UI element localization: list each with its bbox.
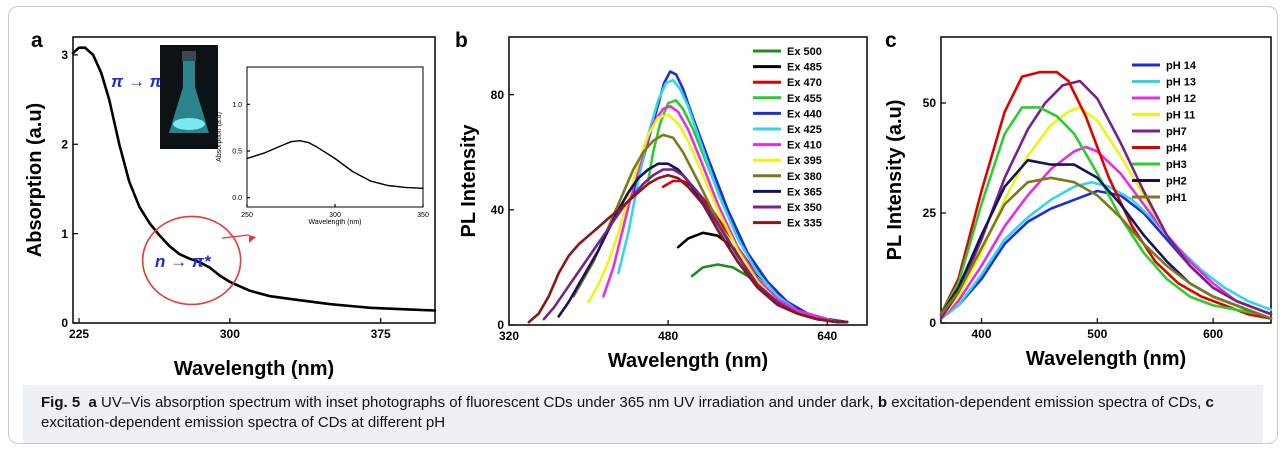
c-series-line-ph7: [939, 79, 1273, 320]
c-legend-label: pH 11: [1166, 110, 1195, 122]
c-legend-label: pH2: [1166, 176, 1187, 188]
c-series-line-ph1: [939, 176, 1273, 320]
inset-y-tick-label: 0.5: [232, 148, 242, 155]
a-y-tick-label: 1: [61, 227, 68, 241]
b-legend-label: Ex 425: [787, 124, 822, 136]
b-y-tick-label: 80: [491, 88, 505, 102]
caption-c-text: excitation-dependent emission spectra of…: [41, 414, 446, 431]
transition-highlight-circle: [141, 215, 242, 306]
b-x-tick-label: 320: [499, 329, 519, 343]
c-y-tick-label: 0: [929, 316, 936, 330]
a-series-line-0: [71, 46, 437, 312]
panel-a: 225 300 375 0 1 2 3 Wavelength (nm) Absorption (…: [23, 29, 443, 380]
a-x-tick-label: 375: [371, 327, 391, 341]
a-x-tick-label: 300: [220, 327, 240, 341]
b-x-tick-label: 640: [817, 329, 837, 343]
pl-ph-chart: 400 500 600 0 25 50 Wavelength (nm) PL Intensit…: [884, 36, 1273, 370]
b-plot-frame: [508, 36, 868, 326]
inset-pointer-arrowhead: [249, 235, 256, 243]
c-legend-label: pH3: [1166, 159, 1187, 171]
figure-frame: a b c 225 300 375 0 1 2 3 Wavelength (nm) Absorp…: [8, 6, 1278, 444]
caption-label: Fig. 5: [41, 394, 81, 411]
b-legend-label: Ex 380: [787, 171, 822, 183]
a-y-tick-label: 3: [61, 48, 68, 62]
caption-a-text: UV–Vis absorption spectrum with inset ph…: [101, 394, 874, 411]
b-y-axis-label: PL Intensity: [458, 124, 480, 238]
b-x-axis-label: Wavelength (nm): [608, 350, 768, 372]
b-x-tick-label: 480: [658, 329, 678, 343]
c-y-tick-label: 25: [923, 206, 937, 220]
b-legend-label: Ex 500: [787, 46, 822, 58]
b-legend-label: Ex 335: [787, 218, 822, 230]
inset-y-tick-label: 1.0: [232, 102, 242, 109]
pi-pi-star-annotation: π → π*: [111, 72, 170, 91]
c-x-tick-label: 500: [1087, 327, 1107, 341]
c-legend-label: pH1: [1166, 192, 1187, 204]
panel-b-letter: b: [455, 29, 468, 52]
a-plot-frame: [72, 36, 436, 324]
inset-y-axis-label: Absorption (a.u): [216, 112, 223, 162]
c-x-tick-label: 400: [972, 327, 992, 341]
figure-caption: Fig. 5 a UV–Vis absorption spectrum with…: [23, 385, 1263, 443]
panel-c: 400 500 600 0 25 50 Wavelength (nm) PL Intensit…: [877, 29, 1277, 379]
caption-b-letter: b: [877, 394, 888, 411]
c-legend-label: pH 14: [1166, 60, 1197, 72]
inset-x-tick-label: 300: [329, 212, 341, 219]
inset-y-tick-label: 0.0: [232, 195, 242, 202]
c-series-line-ph2: [939, 158, 1273, 320]
b-y-tick-label: 0: [497, 318, 504, 332]
b-legend-label: Ex 440: [787, 108, 822, 120]
pl-excitation-chart: 320 480 640 0 40 80 Wavelength (nm) PL Intensit…: [458, 36, 868, 372]
b-series-line-ex-350: [542, 168, 849, 324]
b-y-tick-label: 40: [491, 203, 505, 217]
inset-series-line-0: [246, 139, 424, 190]
a-y-tick-label: 2: [61, 137, 68, 151]
panel-b: 320 480 640 0 40 80 Wavelength (nm) PL Intensit…: [453, 29, 873, 379]
c-legend-label: pH7: [1166, 126, 1187, 138]
b-legend-label: Ex 455: [787, 93, 822, 105]
inset-x-tick-label: 250: [241, 212, 253, 219]
c-legend-label: pH 12: [1166, 93, 1196, 105]
inset-x-axis-label: Wavelength (nm): [308, 219, 361, 226]
panel-c-letter: c: [885, 29, 897, 52]
b-legend-label: Ex 395: [787, 155, 822, 167]
n-pi-star-annotation: n → π*: [155, 252, 212, 271]
b-legend-label: Ex 350: [787, 202, 822, 214]
b-legend-label: Ex 365: [787, 186, 822, 198]
absorption-chart: 225 300 375 0 1 2 3 Wavelength (nm) Absorption (…: [24, 36, 437, 380]
b-series-line-ex-410: [602, 104, 849, 324]
c-series-line-ph-13: [939, 180, 1273, 320]
c-series-line-ph4: [939, 70, 1273, 320]
a-y-axis-label: Absorption (a.u): [24, 103, 46, 257]
c-x-tick-label: 600: [1203, 327, 1223, 341]
c-legend-label: pH 13: [1166, 77, 1196, 89]
flask-glow: [169, 61, 209, 133]
c-series-line-ph-12: [939, 145, 1273, 320]
c-y-tick-label: 50: [923, 96, 937, 110]
c-series-line-ph3: [939, 106, 1273, 320]
c-legend-label: pH4: [1166, 143, 1188, 155]
inset-pointer-arrow: [221, 234, 250, 239]
caption-a-letter: a: [88, 394, 97, 411]
panel-a-letter: a: [31, 29, 43, 52]
flask-neck: [182, 51, 196, 61]
caption-b-text: excitation-dependent emission spectra of…: [891, 394, 1202, 411]
b-legend-label: Ex 485: [787, 62, 822, 74]
c-y-axis-label: PL Intensity (a.u): [884, 100, 906, 261]
b-legend-label: Ex 470: [787, 77, 822, 89]
inset-x-tick-label: 350: [417, 212, 429, 219]
c-x-axis-label: Wavelength (nm): [1026, 348, 1186, 370]
a-x-axis-label: Wavelength (nm): [174, 358, 334, 380]
a-y-tick-label: 0: [61, 316, 68, 330]
b-series-line-ex-335: [527, 173, 849, 324]
a-x-tick-label: 225: [69, 327, 89, 341]
c-plot-frame: [940, 36, 1272, 324]
flask-photo: [160, 45, 218, 149]
b-legend-label: Ex 410: [787, 140, 822, 152]
flask-liquid: [173, 118, 205, 130]
caption-c-letter: c: [1205, 394, 1214, 411]
